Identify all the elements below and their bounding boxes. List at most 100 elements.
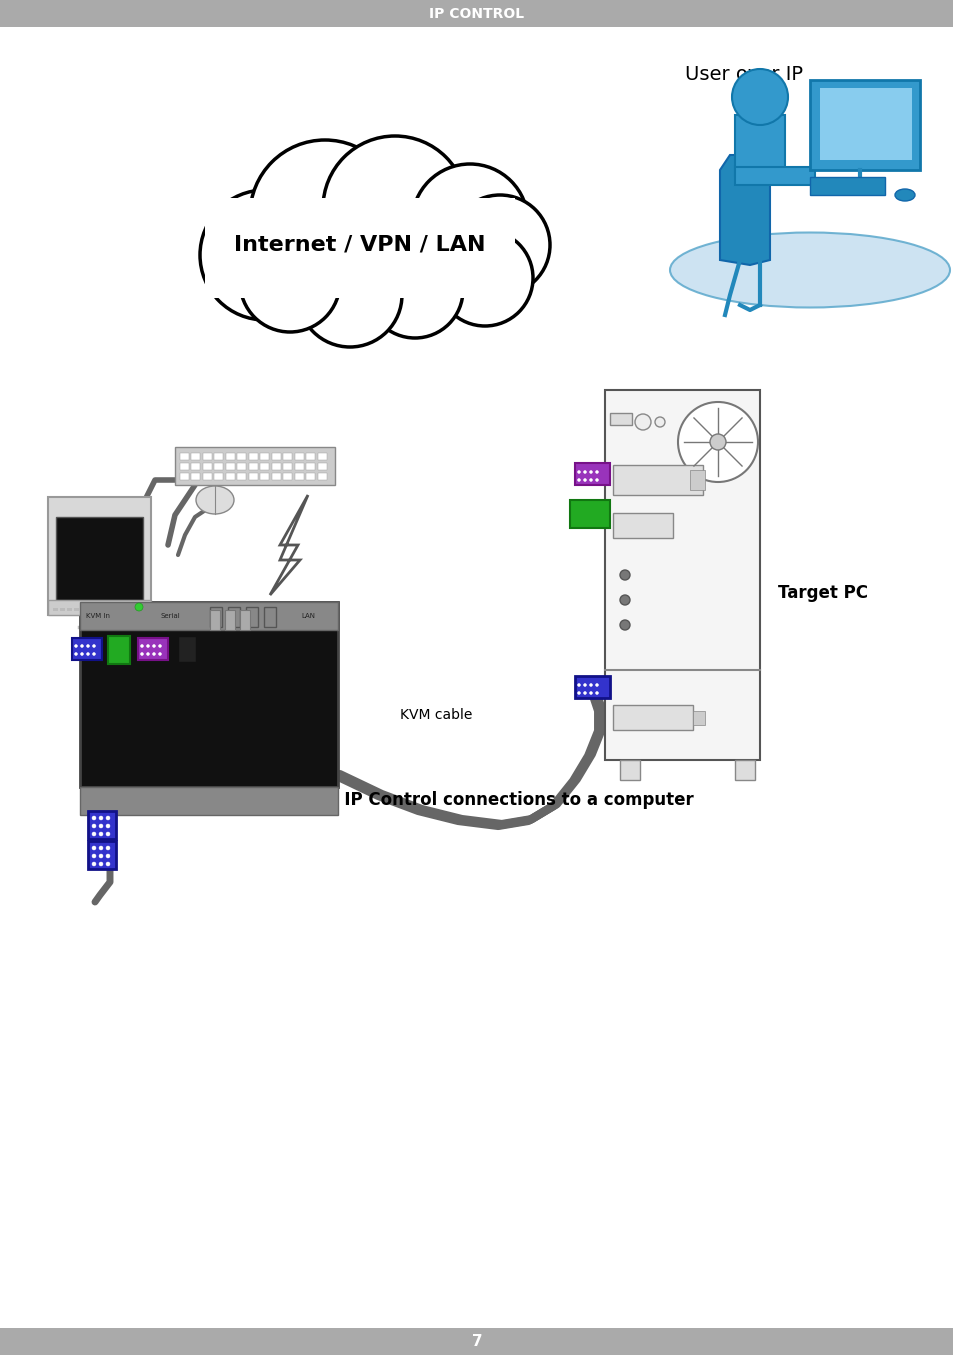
Bar: [60, 608, 65, 611]
Bar: [192, 463, 200, 470]
Text: User over IP: User over IP: [684, 65, 802, 84]
Bar: [249, 473, 257, 480]
Circle shape: [91, 846, 96, 850]
Bar: [214, 473, 223, 480]
Bar: [237, 463, 246, 470]
Bar: [53, 608, 58, 611]
Bar: [205, 198, 515, 298]
Bar: [246, 607, 257, 627]
Circle shape: [99, 854, 103, 858]
Ellipse shape: [669, 233, 949, 308]
Bar: [569, 500, 609, 528]
Bar: [174, 447, 335, 485]
Ellipse shape: [894, 188, 914, 201]
Bar: [74, 608, 79, 611]
Circle shape: [106, 862, 110, 866]
Circle shape: [158, 645, 161, 648]
Circle shape: [367, 243, 462, 337]
Bar: [575, 676, 609, 698]
Circle shape: [99, 824, 103, 828]
Bar: [180, 463, 189, 470]
Bar: [203, 453, 212, 459]
Circle shape: [99, 862, 103, 866]
Bar: [689, 470, 704, 491]
Text: C: C: [128, 614, 137, 626]
Circle shape: [619, 595, 629, 604]
Circle shape: [99, 832, 103, 836]
Bar: [613, 705, 692, 730]
Bar: [240, 610, 250, 630]
Circle shape: [450, 195, 550, 295]
Circle shape: [74, 645, 77, 648]
Bar: [214, 463, 223, 470]
Circle shape: [577, 478, 579, 481]
Circle shape: [92, 653, 95, 656]
Bar: [225, 610, 234, 630]
Circle shape: [595, 691, 598, 695]
Bar: [260, 453, 269, 459]
Circle shape: [583, 691, 586, 695]
Circle shape: [87, 645, 90, 648]
Circle shape: [140, 653, 143, 656]
Bar: [48, 600, 151, 615]
Bar: [613, 514, 672, 538]
Circle shape: [87, 653, 90, 656]
Bar: [809, 178, 884, 195]
Circle shape: [577, 470, 579, 473]
Bar: [180, 473, 189, 480]
Bar: [306, 463, 315, 470]
Circle shape: [91, 824, 96, 828]
Circle shape: [152, 645, 155, 648]
Bar: [88, 841, 116, 869]
Circle shape: [80, 653, 84, 656]
Bar: [317, 473, 327, 480]
Text: Serial: Serial: [160, 612, 180, 619]
Bar: [210, 607, 222, 627]
Bar: [226, 463, 234, 470]
PathPatch shape: [720, 154, 769, 266]
Bar: [260, 463, 269, 470]
Text: OM: OM: [137, 614, 160, 626]
Circle shape: [655, 417, 664, 427]
Circle shape: [74, 653, 77, 656]
Bar: [734, 115, 784, 175]
Circle shape: [595, 478, 598, 481]
Text: KVM cable: KVM cable: [399, 709, 472, 722]
Text: 7: 7: [471, 1335, 482, 1350]
PathPatch shape: [270, 495, 308, 595]
Circle shape: [80, 645, 84, 648]
Text: Target PC: Target PC: [778, 584, 867, 603]
Bar: [283, 473, 293, 480]
Bar: [67, 608, 71, 611]
Circle shape: [577, 683, 579, 687]
Bar: [283, 463, 293, 470]
Bar: [226, 473, 234, 480]
Bar: [80, 602, 337, 787]
Circle shape: [297, 243, 401, 347]
Circle shape: [140, 645, 143, 648]
Bar: [575, 463, 609, 485]
Bar: [317, 463, 327, 470]
Bar: [138, 638, 168, 660]
Circle shape: [635, 415, 650, 430]
Bar: [264, 607, 275, 627]
Circle shape: [323, 136, 467, 280]
Bar: [692, 711, 704, 725]
Circle shape: [577, 691, 579, 695]
Bar: [272, 463, 281, 470]
Bar: [294, 463, 304, 470]
Bar: [178, 635, 195, 663]
Circle shape: [589, 683, 592, 687]
Circle shape: [731, 69, 787, 125]
Bar: [820, 88, 911, 160]
Circle shape: [135, 603, 143, 611]
Bar: [734, 760, 754, 780]
Circle shape: [619, 570, 629, 580]
Bar: [272, 473, 281, 480]
Bar: [0, 1328, 953, 1355]
Circle shape: [436, 230, 533, 327]
Bar: [226, 453, 234, 459]
Bar: [214, 453, 223, 459]
Circle shape: [91, 816, 96, 820]
Circle shape: [589, 478, 592, 481]
